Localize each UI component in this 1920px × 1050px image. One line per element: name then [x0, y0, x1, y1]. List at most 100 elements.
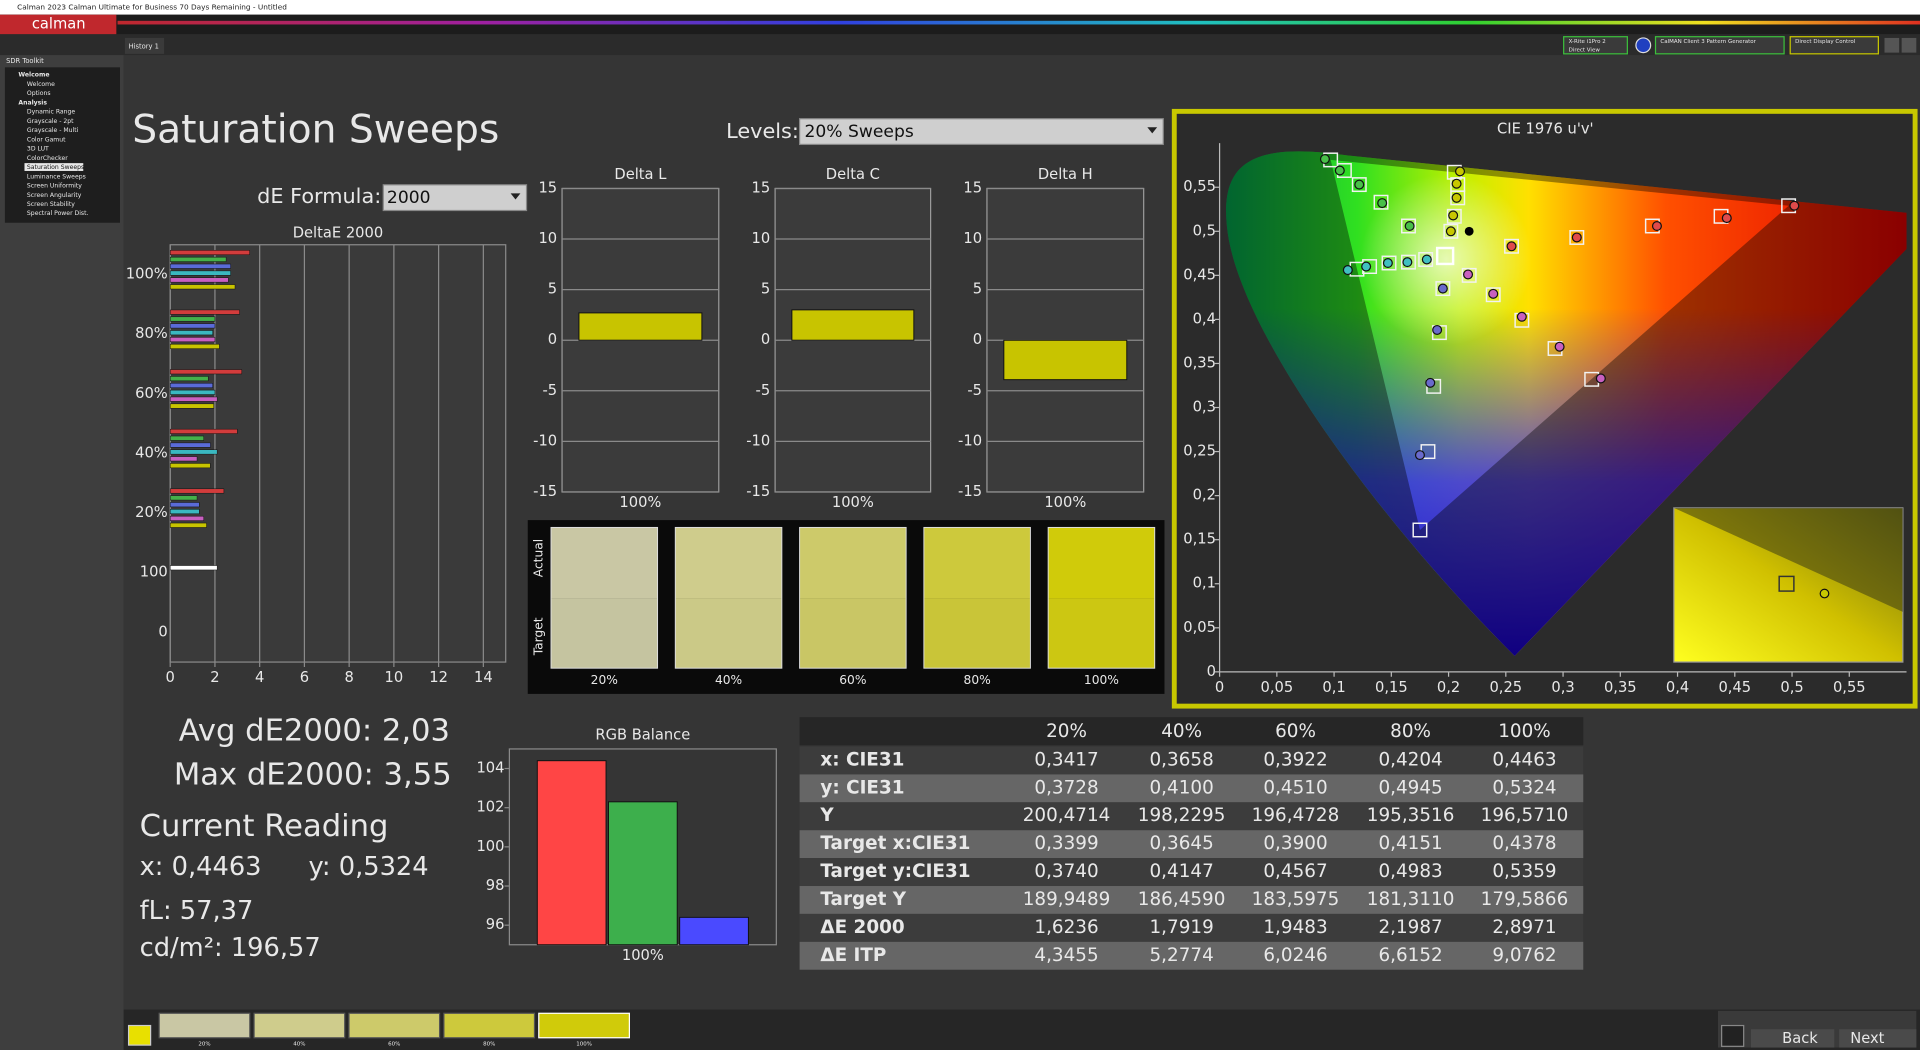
y-tick-label: 102	[476, 799, 504, 816]
table-cell: 0,3645	[1149, 833, 1213, 854]
y-tick-label: 0,1	[1193, 575, 1216, 592]
tree-item[interactable]: 3D LUT	[27, 146, 49, 153]
tree-item[interactable]: Spectral Power Dist.	[27, 210, 89, 217]
swatch-target	[551, 598, 658, 669]
table-cell: 4,3455	[1034, 945, 1098, 966]
y-tick-label: -15	[746, 483, 770, 500]
generator-box[interactable]	[1654, 36, 1785, 55]
y-tick-label: -5	[967, 382, 982, 399]
footer-swatch[interactable]	[443, 1012, 536, 1039]
toolbar-icon[interactable]	[1884, 37, 1900, 53]
tree-item[interactable]: Screen Uniformity	[27, 183, 82, 190]
table-cell: 2,8971	[1492, 917, 1556, 938]
table-cell: 6,6152	[1378, 945, 1442, 966]
formula-label: dE Formula:	[257, 184, 381, 208]
row-header: ΔE 2000	[820, 917, 904, 938]
table-cell: 183,5975	[1252, 889, 1340, 910]
swatch-label: 60%	[839, 673, 866, 687]
footer-swatch-label: 60%	[388, 1041, 400, 1047]
tree-group[interactable]: Welcome	[18, 72, 49, 79]
measured-point	[1421, 254, 1432, 265]
tree-item[interactable]: Grayscale - Multi	[27, 127, 79, 134]
plot-area	[169, 244, 507, 663]
y-tick-label: 0	[158, 623, 167, 640]
target-point	[1435, 281, 1451, 297]
tree-item[interactable]: Welcome	[27, 81, 55, 88]
table-row-bg	[799, 886, 1584, 914]
tree-item[interactable]: Grayscale - 2pt	[27, 118, 74, 125]
tree-item[interactable]: ColorChecker	[27, 155, 68, 162]
bar	[169, 565, 218, 571]
swatch-label: 20%	[591, 673, 618, 687]
bar	[169, 495, 198, 501]
y-tick-label: 10	[752, 230, 771, 247]
measured-point	[1506, 241, 1517, 252]
x-tick-label: 0,2	[1437, 679, 1460, 696]
tree-item[interactable]: Color Gamut	[27, 136, 66, 143]
levels-label: Levels:	[726, 119, 799, 143]
x-tick-label: 0,25	[1489, 679, 1522, 696]
tree-item[interactable]: Screen Angularity	[27, 192, 82, 199]
bar	[169, 337, 216, 343]
measured-point	[1595, 373, 1606, 384]
bar	[169, 270, 231, 276]
measured-point	[1437, 283, 1448, 294]
x-tick-label: 0	[166, 669, 175, 686]
swatch-label: 100%	[1084, 673, 1119, 687]
swatch-frame	[923, 526, 1031, 669]
page-title: Saturation Sweeps	[132, 108, 499, 153]
measured-point	[1414, 450, 1425, 461]
tree-item[interactable]: Luminance Sweeps	[27, 173, 86, 180]
y-tick-label: -10	[958, 432, 982, 449]
levels-dropdown[interactable]	[798, 118, 1164, 146]
tab[interactable]	[124, 37, 165, 54]
next-button[interactable]	[1839, 1029, 1917, 1048]
tree-group[interactable]: Analysis	[18, 99, 47, 106]
table-cell: 9,0762	[1492, 945, 1556, 966]
y-tick-label: 40%	[135, 444, 168, 461]
x-tick-label: 100%	[619, 494, 661, 511]
chart-title: Delta C	[826, 166, 880, 183]
tree-item[interactable]: Saturation Sweeps	[27, 164, 84, 171]
display-box[interactable]	[1789, 36, 1879, 55]
table-cell: 0,4378	[1492, 833, 1556, 854]
target-point	[1443, 223, 1459, 239]
x-tick-label: 0,15	[1375, 679, 1408, 696]
tree-item[interactable]: Options	[27, 90, 51, 97]
tree-item[interactable]: Screen Stability	[27, 201, 75, 208]
measured-point	[1402, 257, 1413, 268]
next-label: Next	[1850, 1030, 1884, 1047]
footer-swatch[interactable]	[253, 1012, 346, 1039]
toolbar-icon[interactable]	[1901, 37, 1917, 53]
table-cell: 0,4151	[1378, 833, 1442, 854]
swatch-target	[799, 598, 907, 669]
tree-item[interactable]: Dynamic Range	[27, 109, 76, 116]
generator-label: CalMAN Client 3 Pattern Generator	[1660, 39, 1756, 45]
x-tick-label: 0,45	[1718, 679, 1751, 696]
outside-gamut-shade	[1226, 151, 1907, 656]
table-cell: 1,7919	[1149, 917, 1213, 938]
measured-point	[1319, 154, 1330, 165]
swatch-label: 80%	[964, 673, 991, 687]
footer-swatch[interactable]	[348, 1012, 441, 1039]
formula-dropdown[interactable]	[382, 184, 528, 212]
table-cell: 198,2295	[1138, 805, 1226, 826]
table-row-bg	[799, 830, 1584, 859]
y-tick-label: 0	[761, 331, 770, 348]
table-cell: 0,4100	[1149, 777, 1213, 798]
logo-box[interactable]	[0, 14, 117, 35]
footer-swatch[interactable]	[538, 1012, 630, 1039]
stop-button[interactable]	[1721, 1024, 1745, 1047]
chart-title: CIE 1976 u'v'	[1497, 121, 1594, 138]
back-button[interactable]	[1751, 1029, 1835, 1048]
y-tick-label: 60%	[135, 385, 168, 402]
footer-swatch[interactable]	[158, 1012, 251, 1039]
y-tick-label: -10	[746, 432, 770, 449]
footer-swatch-label: 40%	[293, 1041, 305, 1047]
logo: calman	[32, 15, 86, 32]
y-tick-label: 0,25	[1183, 443, 1216, 460]
meter-box[interactable]	[1563, 36, 1628, 55]
inset-target	[1778, 575, 1795, 592]
